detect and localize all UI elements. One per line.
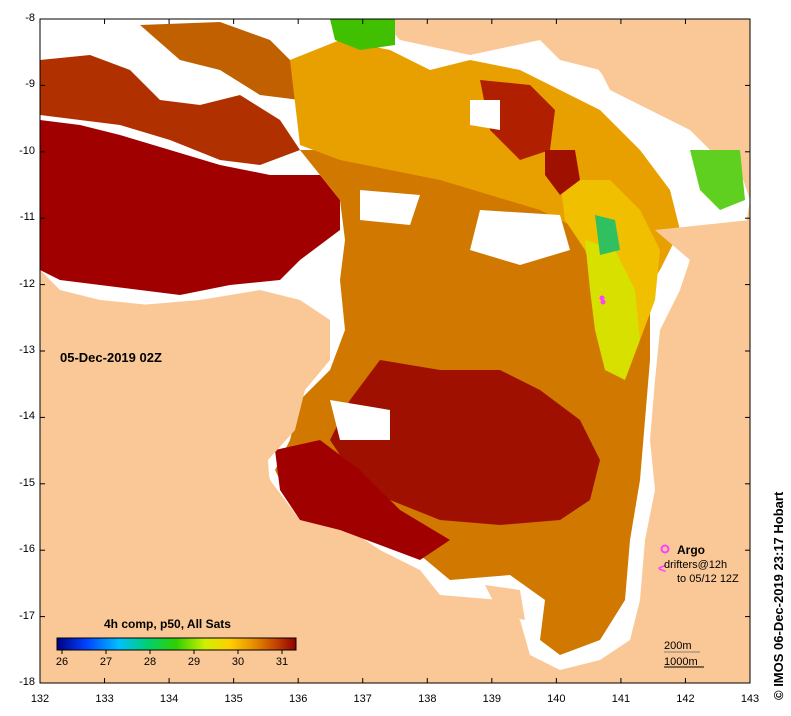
credit-label: © IMOS 06-Dec-2019 23:17 Hobart <box>771 491 786 700</box>
lat-tick-label: -9 <box>25 78 35 91</box>
lon-tick-label: 134 <box>159 693 179 705</box>
date-label: 05-Dec-2019 02Z <box>60 350 162 365</box>
lat-tick-label: -13 <box>19 344 35 356</box>
lat-tick-label: -10 <box>19 144 35 157</box>
lon-tick-label: 132 <box>30 693 50 705</box>
lat-tick-label: -18 <box>19 676 35 688</box>
drifter-glyph: < <box>658 560 666 576</box>
sst-hot-west <box>40 120 340 295</box>
lon-tick-label: 135 <box>224 693 243 705</box>
colorbar-tick-label: 27 <box>99 656 113 668</box>
lat-tick-label: -11 <box>19 211 35 224</box>
land-cape-york <box>560 220 750 683</box>
argo-markers <box>599 295 606 305</box>
sst-nw-patch <box>40 55 300 165</box>
colorbar-tick-label: 31 <box>275 656 289 668</box>
colorbar-tick-label: 30 <box>231 656 245 668</box>
axis-ticks <box>39 18 751 684</box>
lat-tick-label: -17 <box>19 609 35 622</box>
lat-tick-label: -8 <box>25 12 35 24</box>
sst-central-hot <box>330 360 600 525</box>
lat-tick-label: -16 <box>19 543 35 556</box>
lon-tick-label: 143 <box>740 693 760 705</box>
sst-north-orange <box>290 40 680 300</box>
lon-tick-label: 139 <box>482 693 501 705</box>
lat-tick-label: -14 <box>19 410 35 423</box>
colorbar-tick-label: 28 <box>143 656 157 668</box>
lon-tick-label: 140 <box>547 693 566 705</box>
argo-symbol <box>660 544 670 554</box>
colorbar-tick-label: 29 <box>187 656 201 668</box>
lon-tick-label: 136 <box>288 693 308 705</box>
lon-tick-label: 141 <box>611 693 631 705</box>
drifters-legend-line2: to 05/12 12Z <box>677 573 739 585</box>
drifters-legend-line1: drifters@12h <box>664 559 728 571</box>
colorbar-tick-label: 26 <box>55 656 69 668</box>
lat-tick-label: -12 <box>19 277 35 290</box>
lon-tick-label: 137 <box>353 693 372 705</box>
lon-tick-label: 138 <box>418 693 437 705</box>
colorbar <box>56 637 297 651</box>
argo-legend-label: Argo <box>677 543 705 557</box>
scale-label-200m: 200m <box>664 640 692 652</box>
lon-tick-label: 142 <box>676 693 695 705</box>
land-arnhem <box>40 290 560 683</box>
land-png <box>395 19 750 150</box>
colorbar-title: 4h comp, p50, All Sats <box>104 617 231 631</box>
lat-tick-label: -15 <box>19 476 35 489</box>
scale-label-1000m: 1000m <box>664 656 698 668</box>
lon-tick-label: 133 <box>95 693 114 705</box>
